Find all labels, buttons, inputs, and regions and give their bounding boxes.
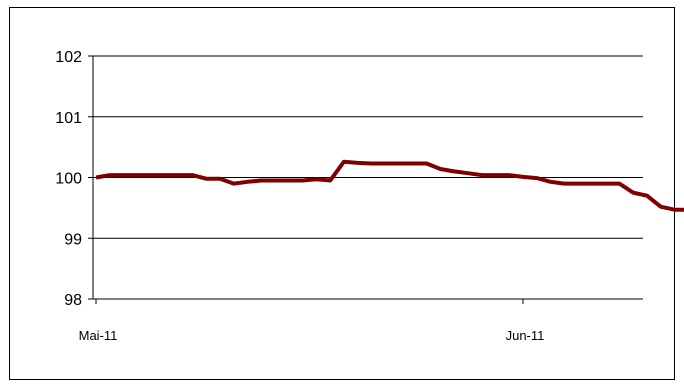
- chart-frame: [9, 7, 675, 380]
- axes: [88, 55, 643, 304]
- x-tick-labels: Mai-11 Jun-11: [79, 328, 545, 343]
- x-tick-label: Jun-11: [506, 328, 545, 343]
- grid-lines: [93, 55, 643, 239]
- series-lines: [95, 159, 684, 212]
- y-tick-label: 102: [55, 49, 82, 66]
- y-tick-label: 98: [64, 292, 82, 309]
- series-line-0: [95, 159, 684, 212]
- y-tick-label: 101: [55, 110, 82, 127]
- y-tick-label: 100: [55, 171, 82, 188]
- x-tick-label: Mai-11: [79, 328, 118, 343]
- y-tick-labels: 98 99 100 101 102: [55, 49, 82, 309]
- y-tick-label: 99: [64, 231, 82, 248]
